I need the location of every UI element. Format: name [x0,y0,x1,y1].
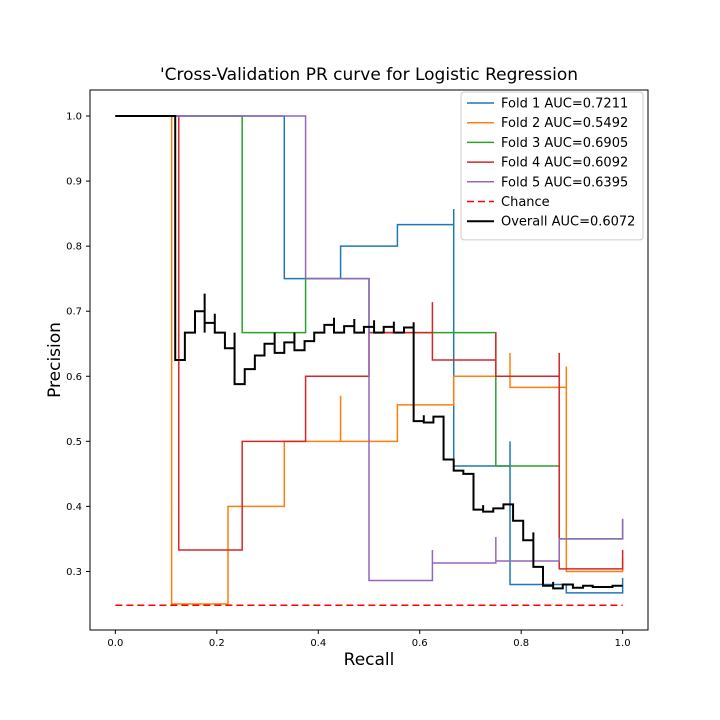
series-line-2 [115,115,624,605]
series-line-7 [115,115,623,590]
x-tick-label: 0.2 [209,638,225,649]
legend-entry: Fold 5 AUC=0.6395 [501,175,628,190]
x-tick-label: 0.4 [310,638,326,649]
series-line-5 [115,115,624,582]
y-tick-label: 0.5 [66,437,82,448]
legend-entry: Overall AUC=0.6072 [501,215,635,230]
plot-area: 0.0 0.2 0.4 0.6 0.8 1.0 0.3 0.4 0.5 0.6 0.7 0.8 0.9 1… [66,89,649,649]
y-tick-label: 0.6 [66,372,82,383]
y-tick-label: 0.7 [66,307,82,318]
chart-legend: Fold 1 AUC=0.7211 Fold 2 AUC=0.5492 Fold 3… [460,91,644,241]
legend-entry: Fold 3 AUC=0.6905 [501,136,628,151]
legend-entry: Chance [501,195,550,210]
y-axis-label: Precision [45,322,65,398]
x-tick-label: 0.0 [107,638,123,649]
y-tick-label: 0.4 [66,502,82,513]
legend-entry: Fold 4 AUC=0.6092 [501,156,628,171]
x-axis-label: Recall [344,650,395,670]
x-tick-label: 0.8 [513,638,529,649]
y-tick-label: 0.9 [66,177,82,188]
legend-box [460,91,644,241]
series-line-4 [115,115,624,570]
x-tick-label: 1.0 [615,638,631,649]
plot-frame [89,89,649,631]
y-tick-label: 0.3 [66,567,82,578]
legend-entry: Fold 2 AUC=0.5492 [501,116,628,131]
y-tick-label: 1.0 [66,112,82,123]
x-tick-label: 0.6 [412,638,428,649]
y-tick-label: 0.8 [66,242,82,253]
legend-entry: Fold 1 AUC=0.7211 [501,97,628,112]
chart-title: 'Cross-Validation PR curve for Logistic … [160,65,578,85]
